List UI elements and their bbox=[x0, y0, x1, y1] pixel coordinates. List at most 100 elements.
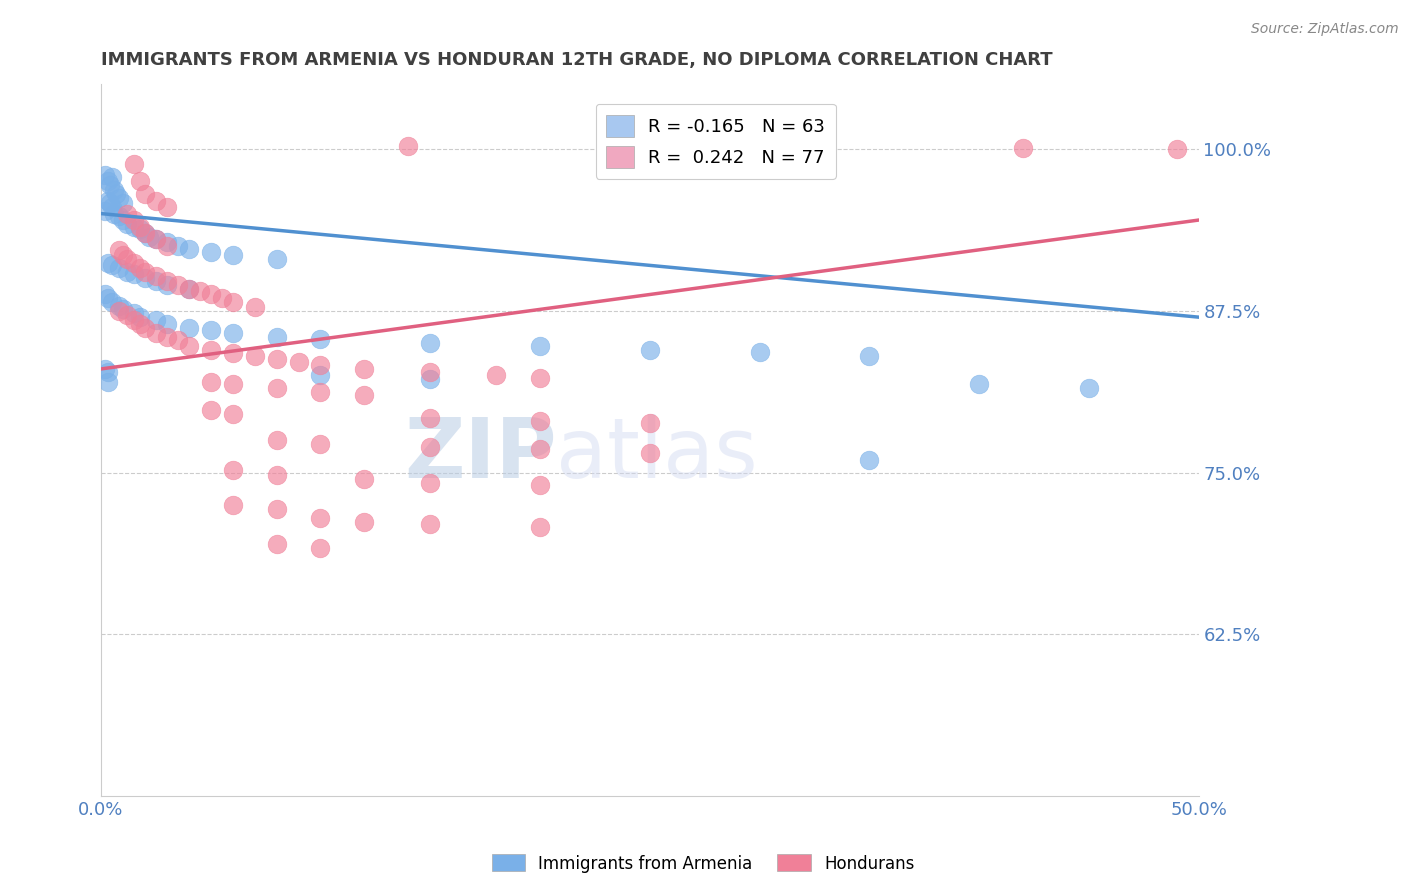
Point bbox=[96, 291, 118, 305]
Legend: Immigrants from Armenia, Hondurans: Immigrants from Armenia, Hondurans bbox=[485, 847, 921, 880]
Point bbox=[177, 320, 200, 334]
Point bbox=[353, 515, 375, 529]
Point bbox=[221, 498, 243, 512]
Point bbox=[967, 377, 990, 392]
Point bbox=[107, 260, 129, 275]
Point bbox=[156, 317, 179, 331]
Point bbox=[145, 232, 167, 246]
Text: atlas: atlas bbox=[557, 414, 758, 495]
Point bbox=[638, 417, 661, 431]
Point bbox=[111, 213, 134, 227]
Legend: R = -0.165   N = 63, R =  0.242   N = 77: R = -0.165 N = 63, R = 0.242 N = 77 bbox=[596, 103, 835, 178]
Point bbox=[529, 338, 551, 352]
Point bbox=[221, 463, 243, 477]
Point bbox=[309, 332, 332, 346]
Point bbox=[122, 157, 145, 171]
Point bbox=[200, 375, 222, 389]
Point bbox=[529, 414, 551, 428]
Point bbox=[105, 187, 128, 202]
Point bbox=[309, 511, 332, 525]
Point bbox=[107, 298, 129, 312]
Point bbox=[96, 194, 118, 208]
Point bbox=[287, 355, 309, 369]
Point bbox=[266, 329, 288, 343]
Point bbox=[419, 365, 441, 379]
Point bbox=[243, 300, 266, 314]
Text: IMMIGRANTS FROM ARMENIA VS HONDURAN 12TH GRADE, NO DIPLOMA CORRELATION CHART: IMMIGRANTS FROM ARMENIA VS HONDURAN 12TH… bbox=[101, 51, 1053, 69]
Point bbox=[419, 372, 441, 386]
Point bbox=[134, 226, 156, 240]
Point bbox=[129, 222, 152, 236]
Point bbox=[101, 200, 124, 214]
Point bbox=[177, 282, 200, 296]
Point bbox=[200, 323, 222, 337]
Point bbox=[221, 248, 243, 262]
Text: ZIP: ZIP bbox=[404, 414, 557, 495]
Point bbox=[107, 243, 129, 257]
Point bbox=[396, 139, 419, 153]
Point bbox=[266, 468, 288, 483]
Point bbox=[134, 226, 156, 240]
Point bbox=[134, 187, 156, 202]
Point bbox=[221, 377, 243, 392]
Point bbox=[353, 472, 375, 486]
Point bbox=[101, 170, 124, 185]
Point bbox=[107, 303, 129, 318]
Point bbox=[122, 219, 145, 234]
Point bbox=[145, 312, 167, 326]
Point bbox=[117, 252, 139, 266]
Point bbox=[419, 336, 441, 351]
Point bbox=[138, 230, 160, 244]
Point bbox=[200, 403, 222, 417]
Point bbox=[122, 213, 145, 227]
Point bbox=[748, 345, 770, 359]
Point bbox=[111, 248, 134, 262]
Text: Source: ZipAtlas.com: Source: ZipAtlas.com bbox=[1251, 22, 1399, 37]
Point bbox=[98, 196, 121, 211]
Point bbox=[529, 478, 551, 492]
Point bbox=[94, 204, 117, 219]
Point bbox=[243, 349, 266, 363]
Point bbox=[266, 252, 288, 266]
Point bbox=[107, 209, 129, 223]
Point bbox=[529, 442, 551, 457]
Point bbox=[858, 452, 880, 467]
Point bbox=[309, 358, 332, 372]
Point bbox=[177, 338, 200, 352]
Point bbox=[117, 308, 139, 322]
Point bbox=[166, 277, 188, 292]
Point bbox=[638, 343, 661, 357]
Point bbox=[419, 517, 441, 532]
Point bbox=[266, 433, 288, 447]
Point bbox=[134, 265, 156, 279]
Point bbox=[117, 206, 139, 220]
Point bbox=[94, 362, 117, 376]
Point bbox=[266, 501, 288, 516]
Point bbox=[1077, 381, 1099, 395]
Point bbox=[103, 206, 125, 220]
Point bbox=[221, 407, 243, 421]
Point bbox=[96, 174, 118, 188]
Point bbox=[638, 446, 661, 460]
Point bbox=[221, 346, 243, 360]
Point bbox=[134, 320, 156, 334]
Point bbox=[211, 291, 233, 305]
Point bbox=[529, 371, 551, 385]
Point bbox=[107, 191, 129, 205]
Point bbox=[166, 334, 188, 348]
Point bbox=[145, 194, 167, 208]
Point bbox=[266, 381, 288, 395]
Point bbox=[266, 351, 288, 366]
Point bbox=[145, 326, 167, 340]
Point bbox=[485, 368, 508, 383]
Point bbox=[188, 285, 211, 299]
Point bbox=[122, 268, 145, 282]
Point bbox=[156, 274, 179, 288]
Point bbox=[419, 475, 441, 490]
Point bbox=[122, 256, 145, 270]
Point bbox=[309, 385, 332, 400]
Point bbox=[96, 365, 118, 379]
Point bbox=[103, 183, 125, 197]
Point bbox=[145, 232, 167, 246]
Point bbox=[1166, 142, 1188, 156]
